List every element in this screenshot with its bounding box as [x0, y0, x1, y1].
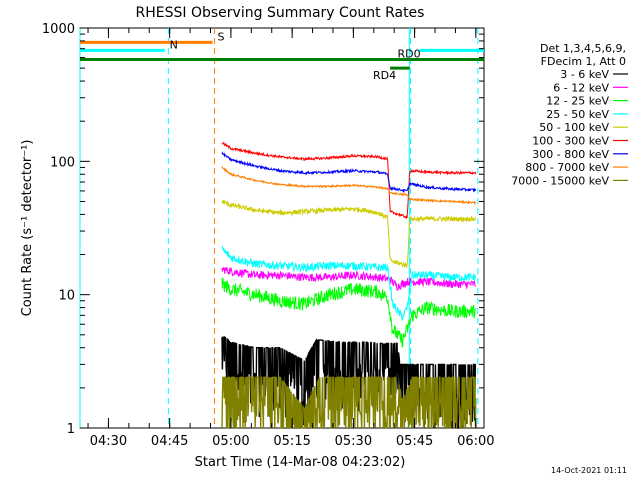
legend: Det 1,3,4,5,6,9, FDecim 1, Att 0 3 - 6 k… — [511, 42, 628, 187]
legend-label: 6 - 12 keV — [553, 81, 609, 94]
flag-label: RD4 — [373, 69, 396, 82]
legend-label: 12 - 25 keV — [546, 95, 609, 108]
x-tick-label: 04:45 — [151, 434, 188, 449]
chart-title: RHESSI Observing Summary Count Rates — [136, 5, 425, 21]
y-tick-label: 100 — [50, 155, 75, 170]
x-tick-label: 06:00 — [457, 434, 494, 449]
series-line-3 — [221, 245, 477, 321]
y-axis: 1 10 100 1000 — [42, 22, 484, 437]
legend-label: 50 - 100 keV — [539, 121, 609, 134]
series-line-5 — [221, 141, 477, 219]
y-tick-label: 1 — [67, 422, 75, 437]
x-tick-label: 05:45 — [396, 434, 433, 449]
footer-timestamp: 14-Oct-2021 01:11 — [551, 466, 627, 475]
x-axis: 04:30 04:45 05:00 05:15 05:30 05:45 06:00 — [87, 28, 495, 449]
flag-label: RD0 — [397, 48, 420, 61]
legend-label: 7000 - 15000 keV — [511, 174, 609, 187]
flag-label: S — [218, 30, 225, 43]
series-line-8 — [221, 376, 477, 429]
x-axis-label: Start Time (14-Mar-08 04:23:02) — [195, 455, 406, 470]
data-series — [221, 141, 477, 429]
x-tick-label: 05:30 — [335, 434, 372, 449]
legend-label: 300 - 800 keV — [532, 148, 609, 161]
x-tick-label: 05:00 — [212, 434, 249, 449]
legend-label: 800 - 7000 keV — [525, 161, 609, 174]
legend-header-line2: FDecim 1, Att 0 — [541, 55, 626, 68]
legend-label: 25 - 50 keV — [546, 108, 609, 121]
series-line-0 — [221, 336, 477, 429]
series-line-4 — [221, 199, 476, 269]
y-tick-label: 1000 — [42, 22, 75, 37]
x-tick-label: 04:30 — [90, 434, 127, 449]
series-line-6 — [221, 151, 477, 194]
legend-header-line1: Det 1,3,4,5,6,9, — [540, 42, 626, 55]
flag-label: N — [170, 38, 178, 51]
legend-label: 100 - 300 keV — [532, 135, 609, 148]
x-tick-label: 05:15 — [273, 434, 310, 449]
legend-label: 3 - 6 keV — [560, 68, 609, 81]
series-line-1 — [221, 266, 477, 291]
y-axis-label: Count Rate (s⁻¹ detector⁻¹) — [20, 140, 35, 317]
y-tick-label: 10 — [58, 289, 75, 304]
series-line-2 — [221, 277, 477, 348]
series-line-7 — [221, 165, 477, 205]
